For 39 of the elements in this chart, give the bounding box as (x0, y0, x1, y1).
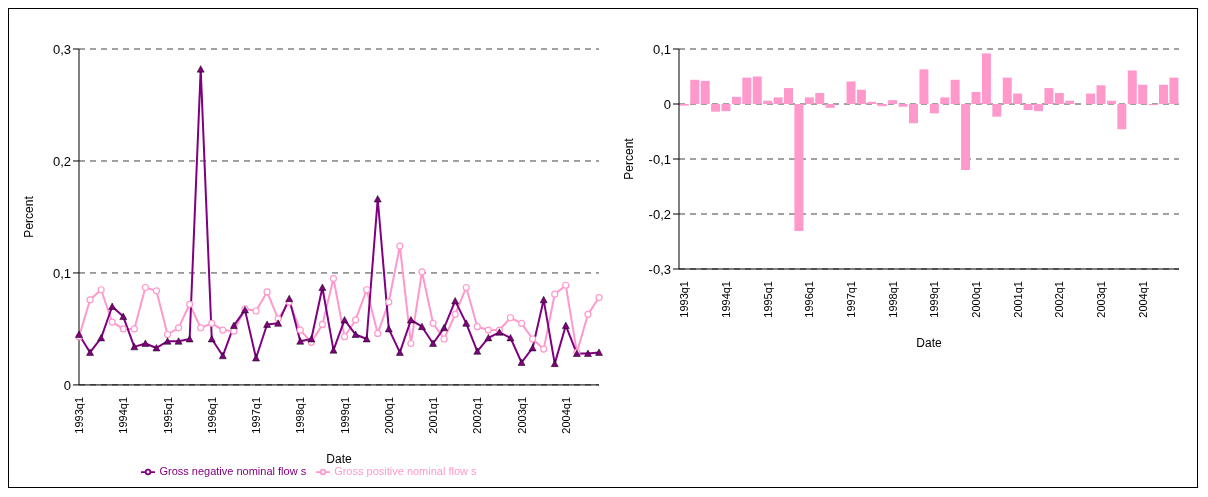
x-tick-label: 2003q1 (1094, 281, 1107, 318)
x-tick-label: 1999q1 (338, 396, 351, 434)
y-tick-label: 0,1 (652, 41, 671, 57)
x-tick-label: 1997q1 (250, 396, 263, 434)
x-tick-label: 1997q1 (844, 281, 857, 318)
x-tick-label: 2004q1 (559, 396, 572, 434)
x-tick-label: 2000q1 (969, 281, 982, 318)
x-tick-label: 2001q1 (1011, 281, 1024, 318)
x-tick-label: 2002q1 (471, 396, 484, 434)
x-tick-label: 2003q1 (515, 396, 528, 434)
y-axis-title: Percent (22, 195, 37, 238)
x-tick-label: 1999q1 (928, 281, 941, 318)
x-tick-label: 1998q1 (886, 281, 899, 318)
legend-label: Gross positive nominal flow s (334, 464, 477, 477)
x-axis-title: Date (326, 451, 352, 466)
x-tick-label: 1998q1 (294, 396, 307, 434)
x-tick-label: 2004q1 (1136, 281, 1149, 318)
y-tick-label: 0,3 (52, 41, 71, 57)
x-tick-label: 1994q1 (719, 281, 732, 318)
x-tick-label: 1994q1 (117, 396, 130, 434)
x-tick-label: 1996q1 (803, 281, 816, 318)
y-tick-label: -0,3 (648, 261, 671, 277)
x-tick-label: 1993q1 (678, 281, 691, 318)
x-axis-title: Date (916, 336, 942, 350)
x-tick-label: 2001q1 (427, 396, 440, 434)
x-tick-label: 1993q1 (73, 396, 85, 434)
y-tick-label: -0,1 (648, 151, 671, 167)
y-tick-label: 0 (663, 96, 671, 112)
y-tick-label: -0,2 (648, 206, 671, 222)
y-tick-label: 0,2 (52, 153, 71, 169)
x-tick-label: 1996q1 (205, 396, 218, 434)
legend-label: Gross negative nominal flow s (159, 464, 307, 477)
x-tick-label: 1995q1 (161, 396, 174, 434)
y-tick-label: 0 (63, 377, 71, 393)
x-tick-label: 1995q1 (761, 281, 774, 318)
x-tick-label: 2000q1 (382, 396, 395, 434)
y-axis-title: Percent (622, 137, 637, 180)
x-tick-label: 2002q1 (1053, 281, 1066, 318)
y-tick-label: 0,1 (52, 265, 71, 281)
